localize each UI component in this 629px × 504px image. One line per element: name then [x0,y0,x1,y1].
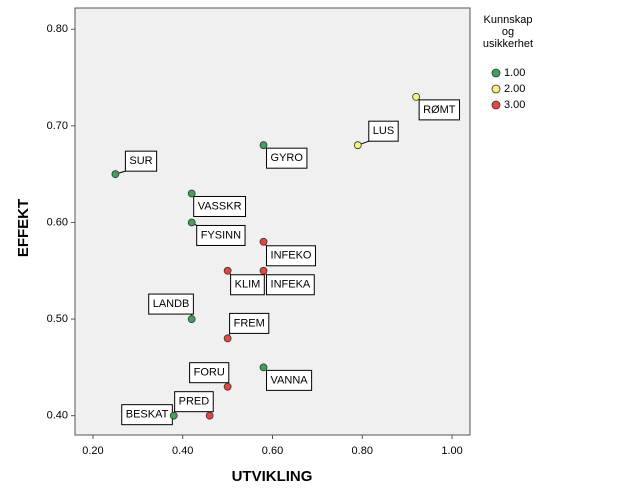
point [223,334,232,343]
point-label-text: LUS [373,125,394,137]
point-label-text: GYRO [271,152,304,164]
point [187,218,196,227]
point [187,189,196,198]
label-box [174,391,214,413]
point-label-text: VANNA [271,374,309,386]
x-axis-title: UTVIKLING [232,468,313,485]
x-tick-label: 0.40 [172,445,193,457]
point [169,411,178,420]
label-box [124,150,158,172]
y-tick-label: 0.80 [47,23,68,35]
point-label-text: BESKAT [126,409,169,421]
point [223,382,232,391]
label-box [266,369,313,391]
label-box [266,274,315,296]
point [223,266,232,275]
label-box [148,293,194,315]
legend-title: usikkerhet [483,38,533,50]
y-axis-title: EFFEKT [15,199,32,257]
point [412,92,421,101]
point [259,237,268,246]
point-label-text: FREM [234,317,265,329]
label-box [230,274,265,296]
point [187,315,196,323]
label-box [196,224,246,246]
legend-marker [491,68,501,78]
point-label-text: VASSKR [198,200,242,212]
plot-area [74,7,471,436]
y-tick-label: 0.70 [47,120,68,132]
legend-title: og [502,26,514,38]
label-box [418,99,461,121]
label-box [189,362,230,384]
point [205,411,214,420]
x-tick-label: 0.60 [262,445,283,457]
x-tick-label: 0.20 [82,445,103,457]
point-label-text: FYSINN [201,229,241,241]
point-label-text: RØMT [423,104,456,116]
point-label-text: KLIM [235,279,261,291]
label-box [368,120,399,142]
legend-title: Kunnskap [484,14,533,26]
point-label-text: LANDB [153,298,190,310]
point [259,141,268,150]
point [353,141,362,150]
point-label-text: FORU [194,367,225,379]
label-box [266,245,316,267]
legend-marker [491,100,501,110]
point [259,363,268,372]
y-tick-label: 0.60 [47,216,68,228]
legend-marker [491,84,501,94]
label-box [193,195,247,217]
y-tick-label: 0.50 [47,313,68,325]
point-label-text: PRED [179,396,210,408]
x-tick-label: 0.80 [352,445,373,457]
point-label-text: INFEKA [271,279,311,291]
label-box [266,147,308,169]
point-label-text: INFEKO [271,250,312,262]
point [111,170,120,179]
legend-label: 1.00 [504,67,525,79]
legend-label: 3.00 [504,99,525,111]
point-label-text: SUR [129,155,152,167]
x-tick-label: 1.00 [441,445,462,457]
point [259,266,268,275]
y-tick-label: 0.40 [47,410,68,422]
legend-label: 2.00 [504,83,525,95]
label-box [229,312,270,334]
